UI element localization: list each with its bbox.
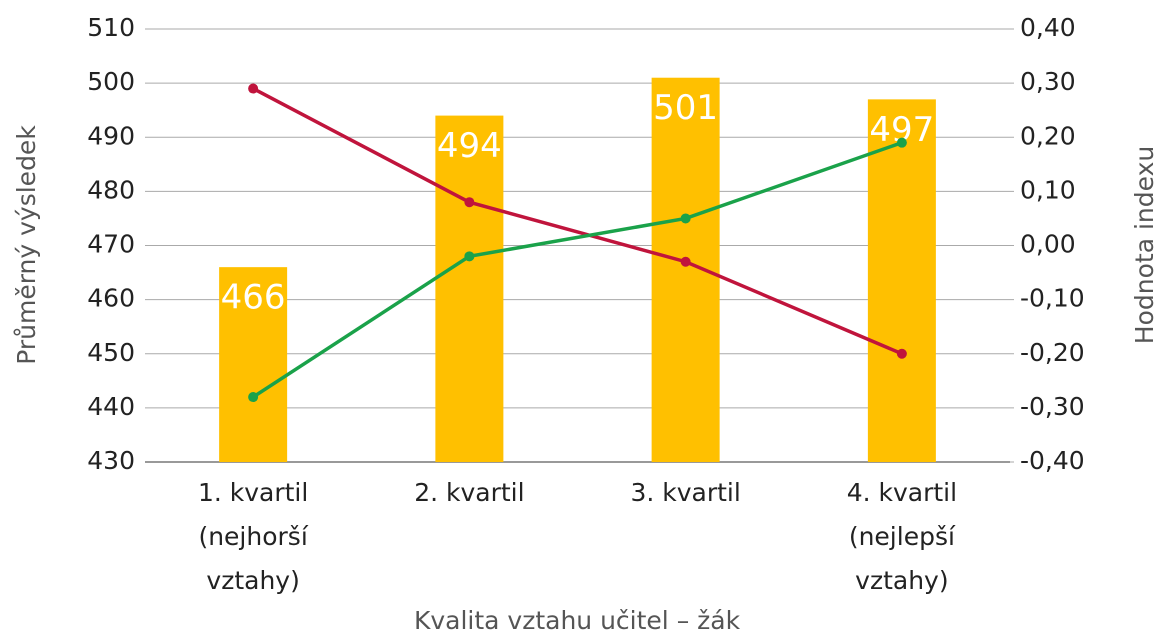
- y2-tick-label: 0,40: [1020, 13, 1076, 42]
- y2-tick-label: 0,20: [1020, 121, 1076, 150]
- y2-tick-label: -0,40: [1020, 446, 1085, 475]
- bar: [867, 99, 936, 463]
- y-tick-label: 440: [87, 392, 135, 421]
- line: [252, 86, 903, 356]
- x-tick-label: 3. kvartil: [630, 478, 740, 507]
- y2-tick-label: -0,10: [1020, 284, 1085, 313]
- y-tick-label: 500: [87, 67, 135, 96]
- y2-tick-label: 0,30: [1020, 67, 1076, 96]
- point: [896, 137, 907, 148]
- data-label: 501: [653, 88, 718, 128]
- y-axis-title: Průměrný výsledek: [12, 125, 41, 365]
- x-tick-label: vztahy): [855, 566, 948, 595]
- x-tick-label: 1. kvartil: [198, 478, 308, 507]
- y2-tick-label: 0,10: [1020, 175, 1076, 204]
- point: [680, 213, 691, 224]
- data-label: 466: [221, 278, 286, 318]
- point: [248, 83, 259, 94]
- y2-tick-label: -0,20: [1020, 338, 1085, 367]
- x-tick-label: (nejlepší: [849, 522, 956, 551]
- x-tick-label: vztahy): [206, 566, 299, 595]
- y-tick-label: 510: [87, 13, 135, 42]
- y-tick-label: 480: [87, 175, 135, 204]
- line: [252, 141, 903, 399]
- y2-tick-label: -0,30: [1020, 392, 1085, 421]
- y2-axis-title: Hodnota indexu: [1130, 146, 1159, 344]
- bar: [219, 267, 288, 462]
- y-tick-label: 430: [87, 446, 135, 475]
- x-tick-label: 4. kvartil: [847, 478, 957, 507]
- y-tick-label: 450: [87, 338, 135, 367]
- x-tick-label: (nejhorší: [198, 522, 308, 551]
- y-tick-label: 460: [87, 284, 135, 313]
- point: [248, 392, 259, 403]
- point: [464, 197, 475, 208]
- x-tick-label: 2. kvartil: [414, 478, 524, 507]
- bar: [435, 115, 504, 462]
- point: [680, 256, 691, 267]
- y-tick-label: 470: [87, 230, 135, 259]
- bar: [651, 77, 720, 463]
- data-label: 494: [437, 126, 502, 166]
- point: [464, 251, 475, 262]
- point: [896, 348, 907, 359]
- y-tick-label: 490: [87, 121, 135, 150]
- y2-tick-label: 0,00: [1020, 230, 1076, 259]
- x-axis-title: Kvalita vztahu učitel – žák: [414, 606, 741, 635]
